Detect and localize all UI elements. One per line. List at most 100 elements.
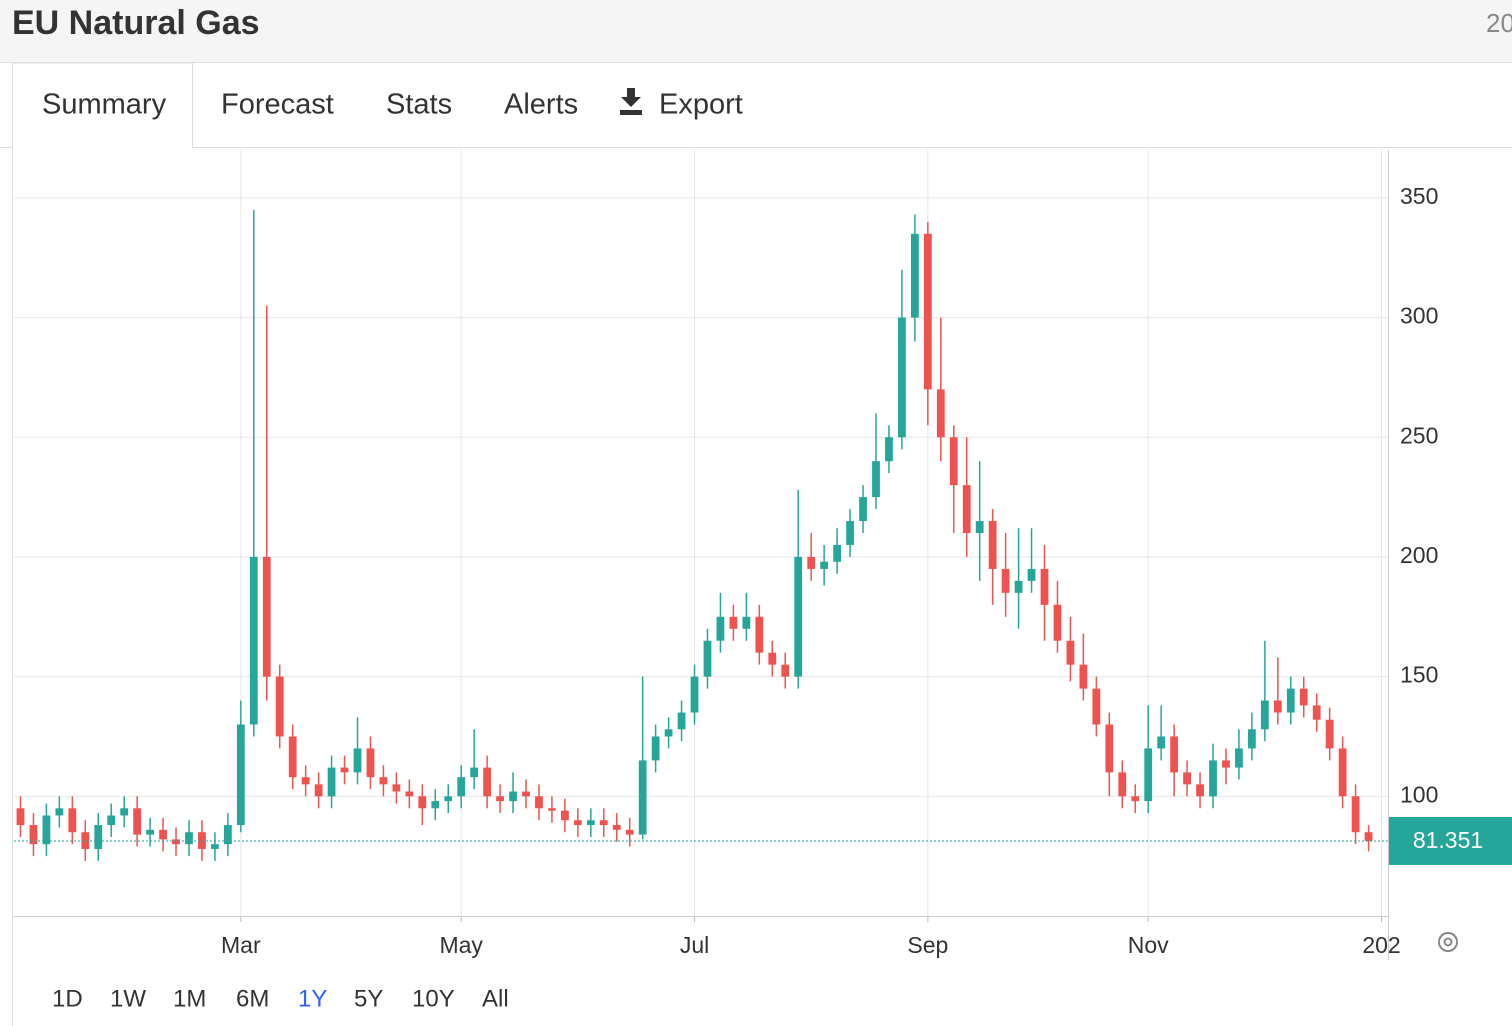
candle-body (29, 825, 38, 845)
candle-body (859, 497, 867, 522)
header-date: 20 (1486, 8, 1512, 38)
y-tick-label: 300 (1400, 303, 1438, 329)
candle-body (1222, 760, 1230, 768)
candle-body (599, 820, 608, 826)
candle-body (962, 485, 971, 533)
candle-body (159, 829, 167, 840)
candle-body (236, 724, 245, 826)
candle-body (936, 389, 945, 438)
last-price-tag (1389, 816, 1512, 865)
active-tab-box (12, 62, 193, 148)
candle-body (1196, 784, 1204, 797)
candle-body (949, 437, 958, 486)
range-button[interactable]: 5Y (354, 985, 383, 1012)
candle-body (366, 748, 375, 778)
candle-body (327, 767, 336, 797)
candle-body (1079, 664, 1088, 689)
candle-body (1183, 772, 1191, 785)
candle-body (262, 556, 271, 677)
candle-body (68, 808, 77, 833)
candle-body (120, 808, 129, 816)
candle-body (885, 437, 893, 462)
y-tick-label: 250 (1400, 422, 1438, 448)
candle-body (561, 810, 569, 821)
candle-body (1053, 604, 1062, 641)
x-tick-label: May (439, 932, 483, 958)
candle-body (1351, 796, 1360, 833)
candle-body (211, 844, 219, 849)
candle-body (392, 784, 401, 792)
candle-body (846, 521, 854, 545)
candle-body (1014, 580, 1023, 593)
candle-body (496, 796, 504, 802)
candle-body (223, 825, 232, 845)
x-tick-label: Sep (907, 932, 948, 958)
candle-body (768, 652, 777, 665)
candle-body (185, 832, 193, 845)
tab[interactable]: Summary (42, 89, 167, 121)
range-button[interactable]: 1D (52, 985, 83, 1012)
candle-body (1118, 772, 1127, 797)
tab[interactable]: Export (659, 89, 743, 121)
range-button[interactable]: 6M (236, 985, 269, 1012)
candle-body (1235, 748, 1243, 768)
candle-body (975, 521, 984, 533)
candle-body (1027, 568, 1036, 581)
range-button[interactable]: 1W (110, 985, 146, 1012)
candle-body (55, 808, 64, 816)
candle-body (1170, 736, 1179, 773)
candle-body (1364, 832, 1373, 841)
candle-body (314, 784, 323, 797)
candle-body (1260, 700, 1269, 730)
candle-body (1299, 688, 1308, 706)
candle-body (1209, 760, 1217, 797)
candle-body (1338, 748, 1347, 797)
y-tick-label: 150 (1400, 662, 1438, 688)
candle-body (755, 616, 764, 653)
range-button[interactable]: All (482, 985, 509, 1012)
y-tick-label: 100 (1400, 781, 1438, 807)
candle-body (1040, 568, 1049, 605)
candle-body (172, 839, 180, 845)
x-tick-label: Nov (1128, 932, 1169, 958)
last-price-label: 81.351 (1413, 827, 1483, 853)
candle-body (742, 616, 751, 629)
gear-icon[interactable] (1438, 932, 1458, 952)
candle-body (444, 796, 453, 802)
candle-body (275, 676, 284, 737)
candle-body (1131, 796, 1140, 802)
candle-body (249, 556, 258, 725)
candle-body (1105, 724, 1114, 773)
candle-body (42, 815, 51, 845)
candle-body (1273, 700, 1282, 713)
header-bg (0, 0, 1512, 62)
candle-body (548, 808, 556, 811)
range-button[interactable]: 10Y (412, 985, 455, 1012)
candle-body (586, 820, 595, 826)
candle-body (1248, 729, 1256, 749)
tab[interactable]: Stats (386, 89, 452, 121)
candle-body (353, 748, 362, 773)
candle-body (146, 829, 154, 835)
x-tick-label: Jul (680, 932, 709, 958)
range-button[interactable]: 1M (173, 985, 206, 1012)
candle-body (457, 777, 466, 797)
tab[interactable]: Alerts (504, 89, 578, 121)
candle-body (677, 712, 686, 730)
candle-body (94, 825, 103, 849)
candle-body (405, 791, 414, 797)
page-title: EU Natural Gas (12, 4, 260, 42)
candle-body (651, 736, 660, 761)
candle-body (379, 777, 388, 785)
candle-body (1286, 688, 1295, 713)
candle-body (431, 801, 440, 809)
tab[interactable]: Forecast (221, 89, 334, 121)
candle-body (1001, 568, 1010, 593)
candle-body (483, 767, 492, 797)
y-tick-label: 350 (1400, 183, 1438, 209)
export-icon (620, 88, 642, 115)
candle-body (820, 561, 829, 569)
range-button[interactable]: 1Y (298, 985, 327, 1012)
candle-body (340, 767, 349, 773)
candle-body (612, 825, 621, 830)
